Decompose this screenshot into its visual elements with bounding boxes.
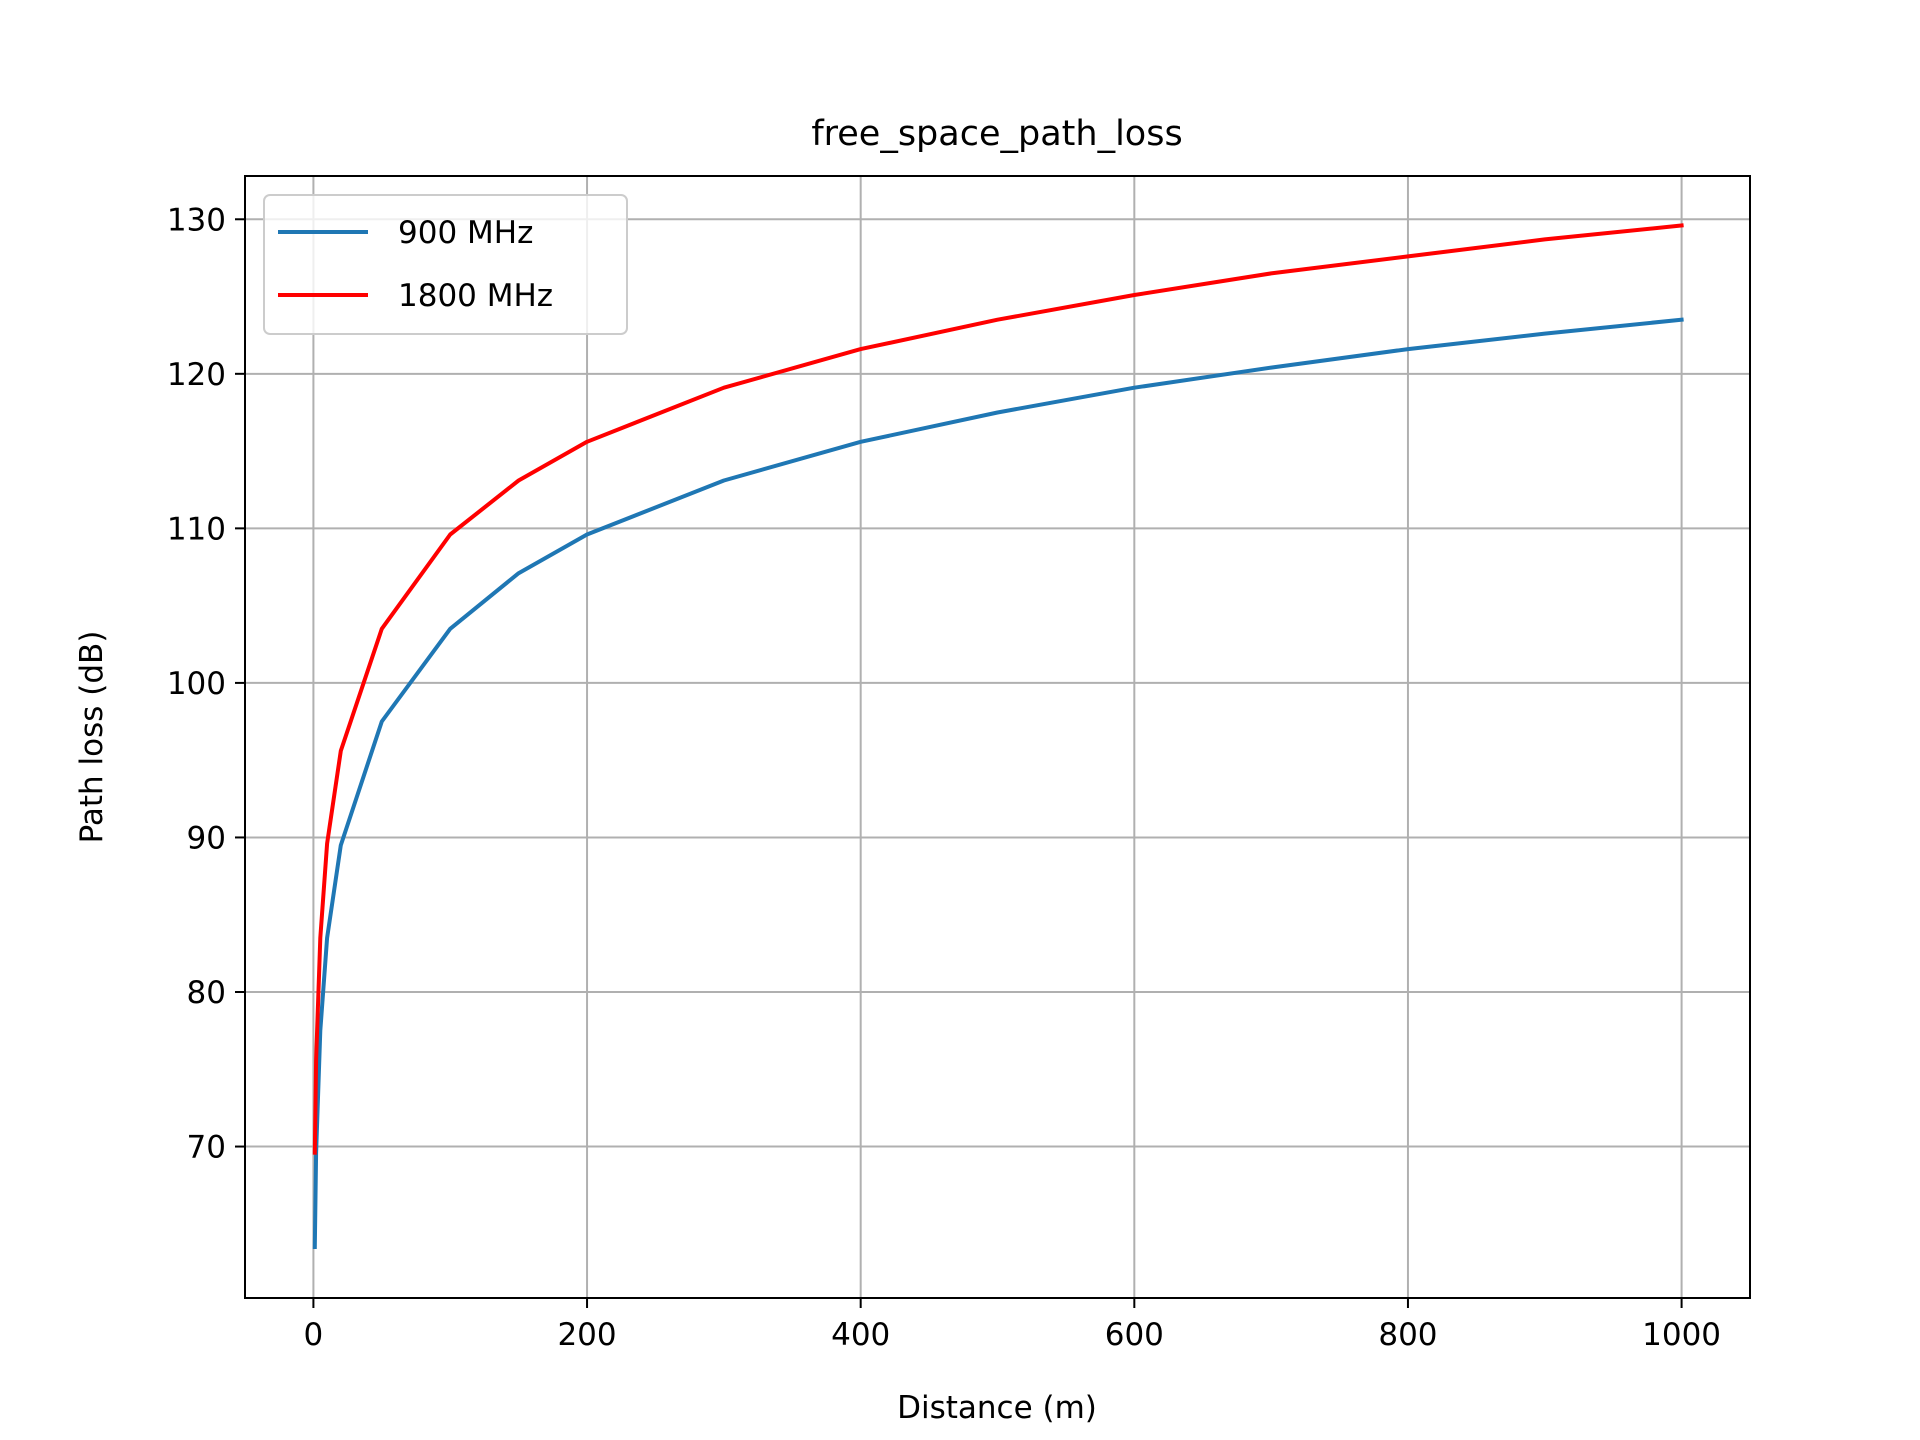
series-line-1800mhz — [312, 223, 1684, 1155]
axis-ticks: 0 200 400 600 800 1000 70 80 90 100 110 120 130 — [167, 202, 1721, 1353]
y-tick-label: 80 — [187, 975, 226, 1011]
y-tick-label: 100 — [167, 666, 226, 702]
x-tick-label: 1000 — [1642, 1317, 1721, 1353]
x-tick-label: 800 — [1378, 1317, 1437, 1353]
legend: 900 MHz 1800 MHz — [263, 194, 628, 335]
y-tick-label: 110 — [167, 511, 226, 547]
grid-lines — [245, 176, 1750, 1298]
y-axis-label: Path loss (dB) — [74, 631, 110, 844]
chart-title: free_space_path_loss — [811, 114, 1182, 154]
y-tick-label: 70 — [187, 1130, 226, 1166]
plot-area-frame — [244, 175, 1751, 1299]
x-axis-label: Distance (m) — [897, 1390, 1097, 1426]
series-lines — [312, 223, 1684, 1250]
legend-box — [263, 194, 628, 335]
y-tick-label: 90 — [187, 820, 226, 856]
series-line-900mhz — [312, 317, 1684, 1250]
x-tick-label: 400 — [831, 1317, 890, 1353]
legend-label-1800: 1800 MHz — [398, 278, 553, 314]
x-tick-label: 600 — [1105, 1317, 1164, 1353]
y-tick-label: 120 — [167, 357, 226, 393]
x-tick-label: 0 — [304, 1317, 324, 1353]
x-tick-label: 200 — [557, 1317, 616, 1353]
y-tick-label: 130 — [167, 202, 226, 238]
legend-label-900: 900 MHz — [398, 215, 533, 251]
